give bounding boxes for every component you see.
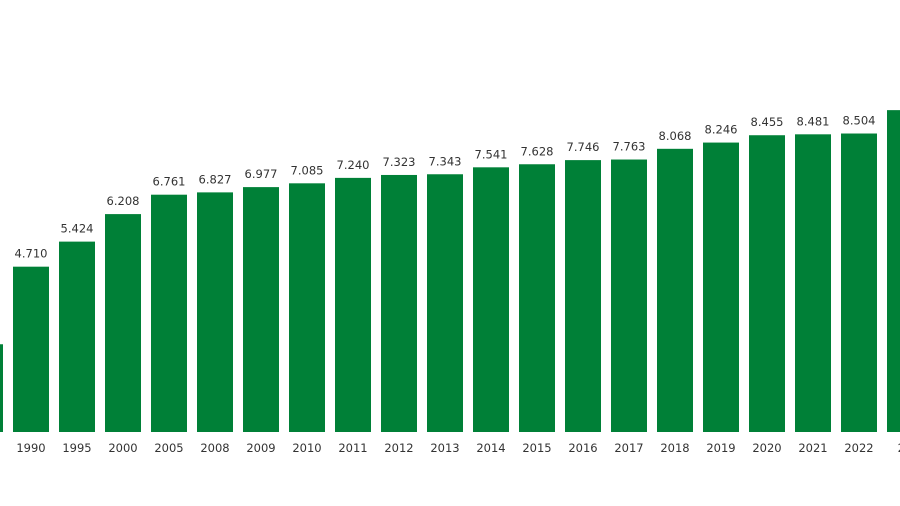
- data-label: 8.246: [705, 123, 738, 137]
- bar-partial: [0, 344, 3, 432]
- x-tick-label: 2022: [844, 441, 873, 455]
- bar-2012: [381, 174, 417, 432]
- bar-2014: [473, 167, 509, 432]
- bar-2000: [105, 214, 141, 432]
- bar-2017: [611, 159, 647, 432]
- data-label: 7.085: [291, 163, 324, 177]
- data-label: 6.761: [153, 175, 186, 189]
- bar-2015: [519, 164, 555, 432]
- x-tick-label: 2010: [292, 441, 321, 455]
- bar-2018: [657, 148, 693, 432]
- data-label: 7.240: [337, 158, 370, 172]
- bar-2005: [151, 194, 187, 432]
- bar-2019: [703, 142, 739, 432]
- x-tick-label: 2005: [154, 441, 183, 455]
- x-tick-label: 2000: [108, 441, 137, 455]
- x-tick-label: 2011: [338, 441, 367, 455]
- bar-2022: [841, 133, 877, 433]
- data-label: 7.763: [613, 140, 646, 154]
- bar-2020: [749, 135, 785, 433]
- x-tick-label: 2012: [384, 441, 413, 455]
- x-tick-label: 2017: [614, 441, 643, 455]
- data-label: 6.208: [107, 194, 140, 208]
- x-tick-label: 2009: [246, 441, 275, 455]
- x-tick-label: 2008: [200, 441, 229, 455]
- data-label: 7.323: [383, 155, 416, 169]
- data-label: 5.424: [61, 222, 94, 236]
- x-tick-label: 1990: [16, 441, 45, 455]
- bar-2010: [289, 183, 325, 432]
- bar-1990: [13, 266, 49, 432]
- data-label: 8.455: [751, 115, 784, 129]
- x-tick-label: 2015: [522, 441, 551, 455]
- data-label: 4.710: [15, 247, 48, 261]
- x-tick-label: 20: [898, 441, 900, 455]
- bar-2021: [795, 134, 831, 432]
- x-tick-label: 2014: [476, 441, 505, 455]
- bar-20: [887, 110, 900, 433]
- data-label: 6.977: [245, 167, 278, 181]
- bar-2013: [427, 174, 463, 433]
- x-tick-label: 1995: [62, 441, 91, 455]
- bar-2011: [335, 177, 371, 432]
- data-label: 8.504: [843, 114, 876, 128]
- bar-2009: [243, 187, 279, 432]
- data-label: 7.628: [521, 144, 554, 158]
- data-label: 7.541: [475, 147, 508, 161]
- x-tick-label: 2020: [752, 441, 781, 455]
- bar-1995: [59, 241, 95, 432]
- bar-2008: [197, 192, 233, 432]
- data-label: 8.068: [659, 129, 692, 143]
- x-tick-label: 2016: [568, 441, 597, 455]
- x-tick-label: 2021: [798, 441, 827, 455]
- bar-2016: [565, 160, 601, 432]
- x-tick-label: 2018: [660, 441, 689, 455]
- data-label: 8.481: [797, 114, 830, 128]
- data-label: 6.827: [199, 172, 232, 186]
- x-tick-label: 2019: [706, 441, 735, 455]
- data-label: 7.746: [567, 140, 600, 154]
- x-tick-label: 2013: [430, 441, 459, 455]
- data-label: 7.343: [429, 154, 462, 168]
